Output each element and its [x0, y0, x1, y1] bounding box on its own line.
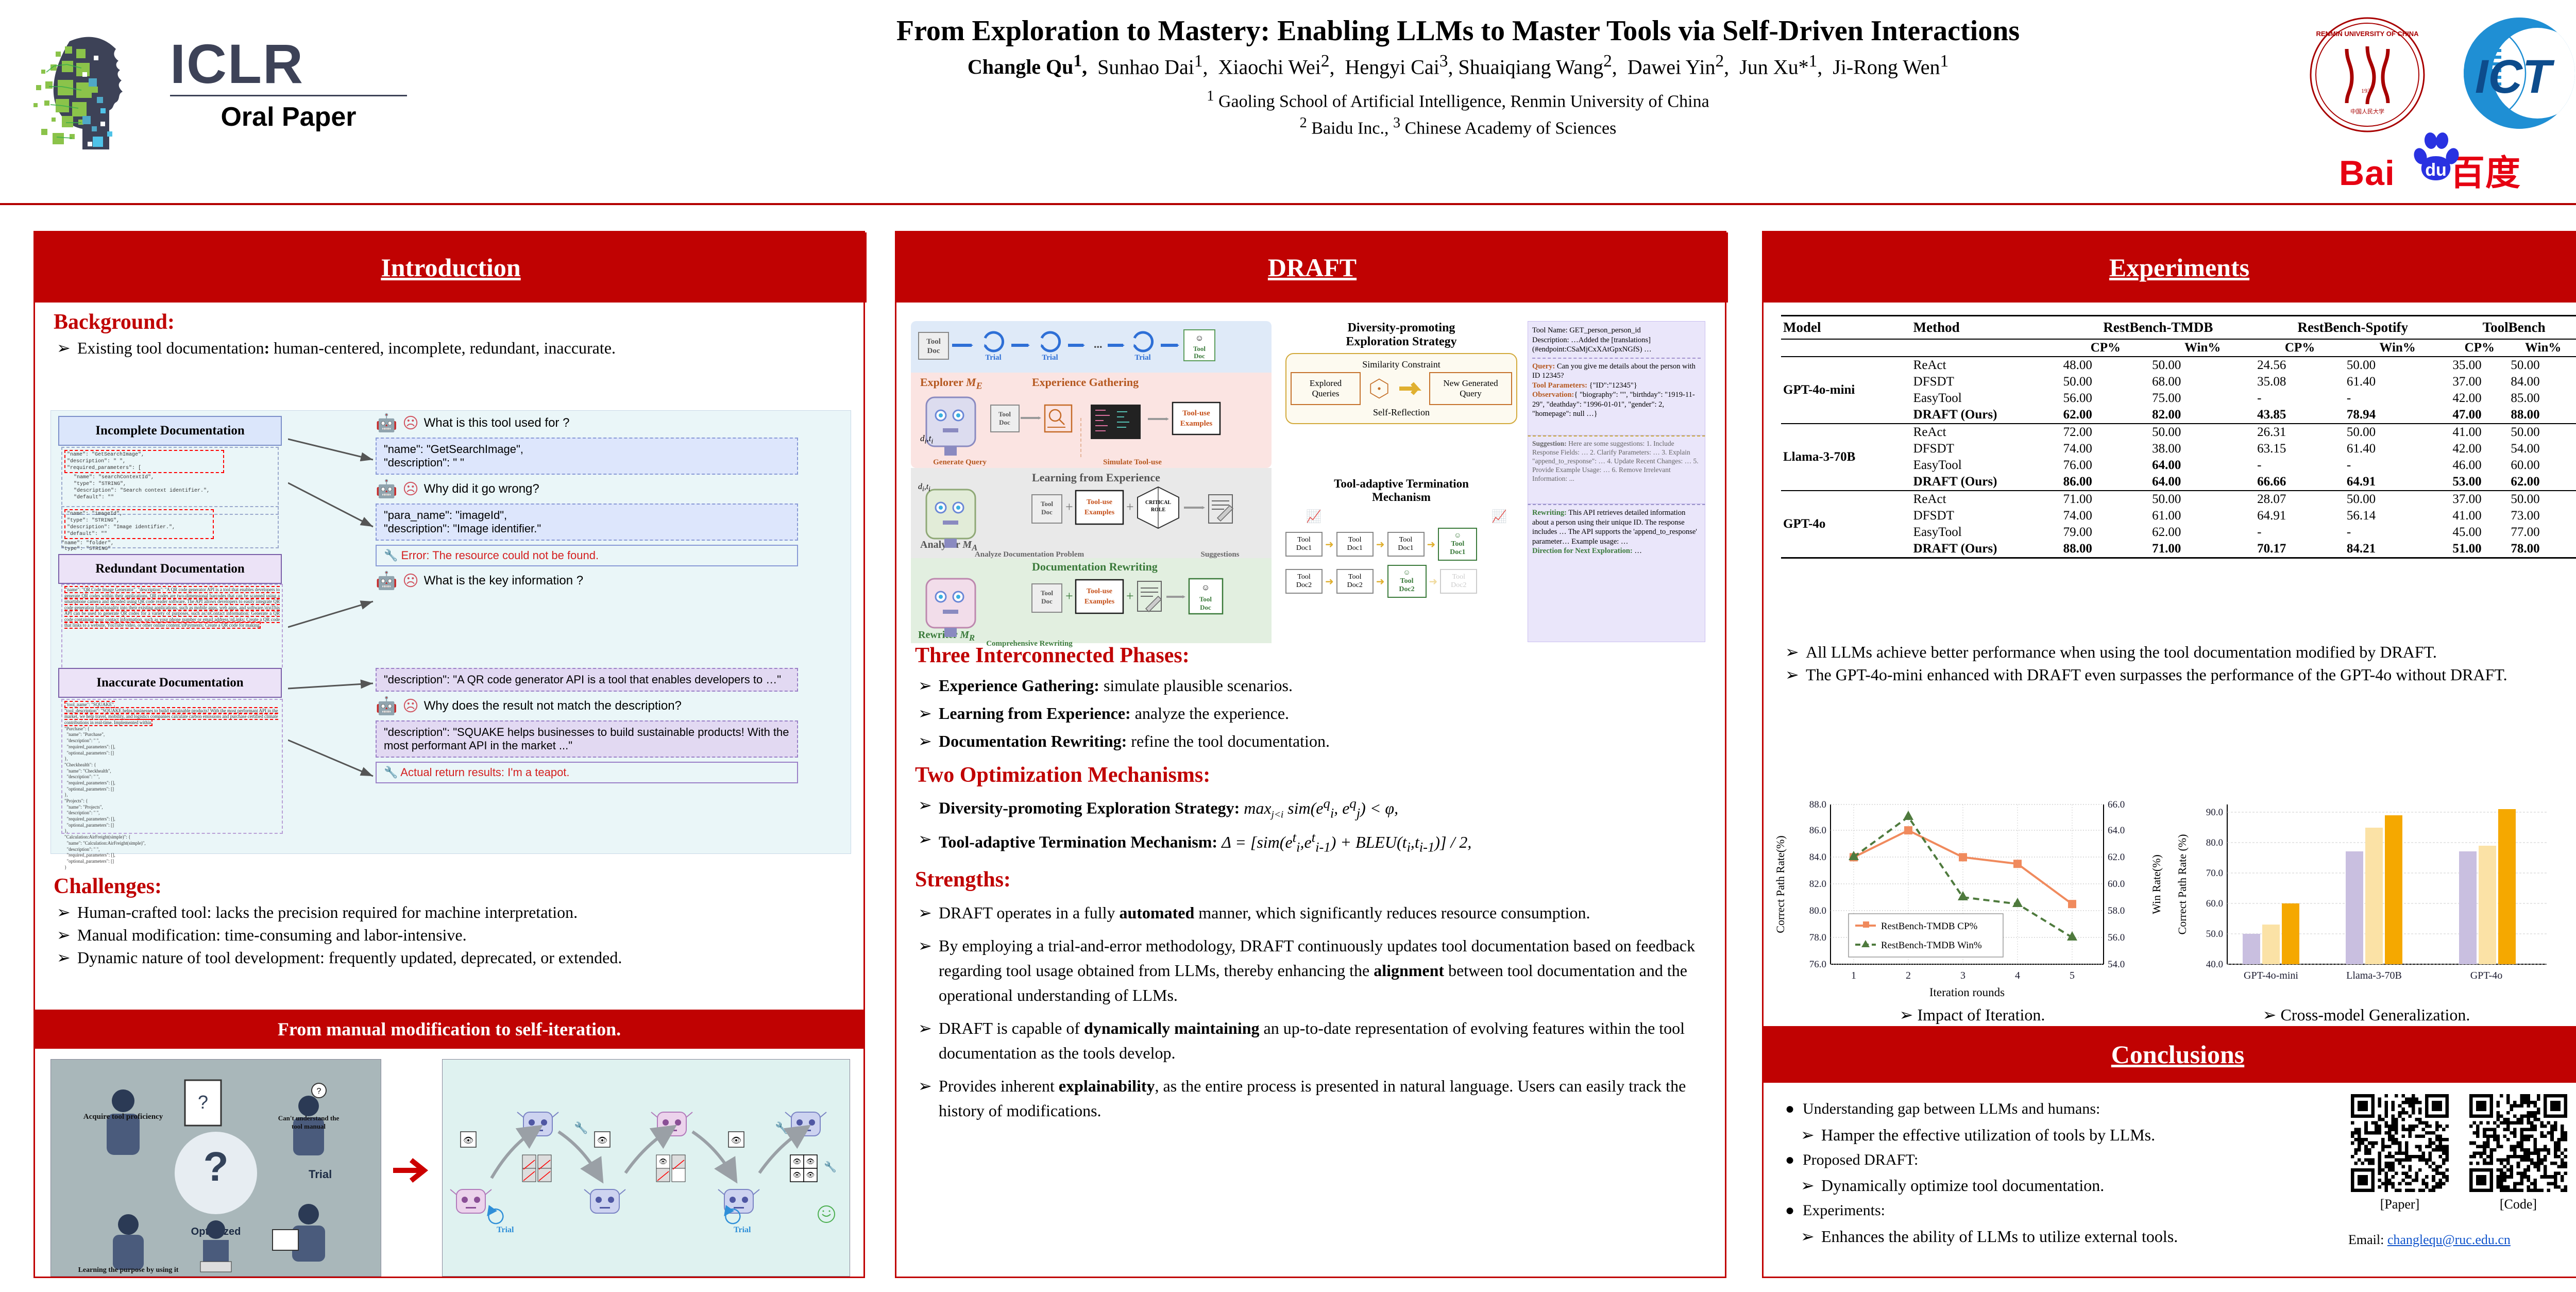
- svg-text:4: 4: [2015, 970, 2020, 981]
- svg-text:Trial: Trial: [1134, 354, 1150, 362]
- svg-text:Trial: Trial: [985, 354, 1001, 362]
- svg-text:70.0: 70.0: [2206, 868, 2223, 879]
- svg-text:+: +: [1126, 499, 1134, 514]
- svg-text:...: ...: [1094, 338, 1103, 350]
- svg-text:Iteration rounds: Iteration rounds: [1929, 986, 2005, 999]
- svg-text:Trial: Trial: [497, 1226, 514, 1234]
- svg-text:👁: 👁: [806, 1171, 815, 1179]
- svg-text:RestBench-TMDB CP%: RestBench-TMDB CP%: [1881, 921, 1978, 932]
- svg-text:Llama-3-70B: Llama-3-70B: [2346, 970, 2402, 981]
- svg-text:+: +: [1065, 499, 1073, 514]
- svg-text:Tool: Tool: [1199, 595, 1212, 603]
- svg-text:👁: 👁: [597, 1136, 607, 1145]
- svg-text:Generate Query: Generate Query: [933, 458, 987, 466]
- svg-text:50.0: 50.0: [2206, 929, 2223, 939]
- svg-text:🔧: 🔧: [824, 1161, 837, 1173]
- svg-text:Tool-use: Tool-use: [1182, 409, 1210, 417]
- svg-text:Doc: Doc: [1200, 603, 1211, 611]
- svg-text:54.0: 54.0: [2108, 959, 2125, 970]
- svg-text:Can't understand the: Can't understand the: [278, 1114, 340, 1122]
- svg-text:56.0: 56.0: [2108, 932, 2125, 943]
- svg-text:👁: 👁: [463, 1136, 473, 1145]
- svg-text:🔧: 🔧: [775, 1121, 789, 1134]
- svg-text:Trial: Trial: [734, 1226, 751, 1234]
- svg-text:CRITICAL: CRITICAL: [1145, 500, 1171, 506]
- svg-text:Examples: Examples: [1180, 420, 1213, 428]
- svg-text:1: 1: [1851, 970, 1856, 981]
- svg-text:中国人民大学: 中国人民大学: [2350, 108, 2384, 115]
- svg-text:Simulate Tool-use: Simulate Tool-use: [1103, 458, 1162, 466]
- svg-text:Examples: Examples: [1084, 509, 1115, 516]
- svg-text:Tool: Tool: [1041, 500, 1053, 508]
- svg-text:GPT-4o: GPT-4o: [2470, 970, 2503, 981]
- svg-text:80.0: 80.0: [2206, 837, 2223, 848]
- svg-text:👁: 👁: [659, 1157, 668, 1165]
- svg-text:Analyze Documentation Problem: Analyze Documentation Problem: [975, 550, 1084, 559]
- svg-text:du: du: [2425, 160, 2447, 180]
- svg-text:64.0: 64.0: [2108, 825, 2125, 836]
- svg-text:Tool: Tool: [1041, 589, 1053, 597]
- svg-text:☺: ☺: [1195, 334, 1204, 343]
- svg-text:Tool-use: Tool-use: [1087, 588, 1112, 595]
- svg-text:?: ?: [204, 1144, 229, 1189]
- svg-text:Trial: Trial: [309, 1168, 332, 1181]
- svg-text:Doc: Doc: [1194, 352, 1205, 360]
- svg-text:Trial: Trial: [1042, 354, 1058, 362]
- svg-text:ROLE: ROLE: [1151, 507, 1166, 513]
- svg-text:60.0: 60.0: [2206, 898, 2223, 909]
- svg-text:tool manual: tool manual: [292, 1122, 326, 1130]
- svg-text:76.0: 76.0: [1809, 959, 1826, 970]
- svg-text:40.0: 40.0: [2206, 959, 2223, 970]
- svg-text:Examples: Examples: [1084, 598, 1115, 606]
- svg-text:RestBench-TMDB Win%: RestBench-TMDB Win%: [1881, 940, 1982, 951]
- svg-text:👁: 👁: [731, 1136, 741, 1145]
- svg-text:86.0: 86.0: [1809, 825, 1826, 836]
- svg-text:📈: 📈: [1306, 509, 1321, 524]
- svg-text:ICT: ICT: [2475, 51, 2555, 103]
- svg-text:60.0: 60.0: [2108, 879, 2125, 890]
- svg-text:58.0: 58.0: [2108, 905, 2125, 916]
- svg-text:👁: 👁: [793, 1171, 802, 1179]
- svg-text:Acquire tool proficiency: Acquire tool proficiency: [83, 1113, 163, 1121]
- svg-text:Tool-use: Tool-use: [1087, 498, 1112, 506]
- svg-text:📈: 📈: [1492, 509, 1507, 524]
- svg-text:3: 3: [1960, 970, 1965, 981]
- svg-text:2: 2: [1906, 970, 1911, 981]
- svg-text:Learning the purpose by using: Learning the purpose by using it: [78, 1266, 179, 1274]
- svg-text:5: 5: [2070, 970, 2075, 981]
- svg-text:Doc: Doc: [927, 347, 940, 355]
- svg-text:👁: 👁: [806, 1157, 815, 1165]
- svg-text:90.0: 90.0: [2206, 807, 2223, 818]
- svg-text:Tool: Tool: [998, 410, 1011, 418]
- svg-text:+: +: [1126, 589, 1134, 603]
- svg-text:84.0: 84.0: [1809, 852, 1826, 863]
- svg-text:Doc: Doc: [1041, 597, 1053, 605]
- svg-text:Doc: Doc: [1041, 508, 1053, 516]
- svg-text:Suggestions: Suggestions: [1200, 550, 1239, 559]
- svg-text:62.0: 62.0: [2108, 852, 2125, 863]
- svg-text:?: ?: [317, 1087, 321, 1096]
- svg-text:Win Rate(%): Win Rate(%): [2150, 854, 2163, 914]
- svg-text:Doc: Doc: [999, 418, 1010, 426]
- svg-text:?: ?: [198, 1092, 208, 1113]
- svg-text:Tool: Tool: [926, 338, 941, 346]
- svg-text:78.0: 78.0: [1809, 932, 1826, 943]
- svg-text:GPT-4o-mini: GPT-4o-mini: [2244, 970, 2298, 981]
- svg-text:88.0: 88.0: [1809, 799, 1826, 810]
- svg-text:Correct Path Rate (%): Correct Path Rate (%): [2176, 834, 2189, 935]
- svg-text:👁: 👁: [793, 1157, 802, 1165]
- svg-text:🔧: 🔧: [574, 1121, 588, 1134]
- svg-text:☺: ☺: [1201, 583, 1210, 592]
- svg-text:66.0: 66.0: [2108, 799, 2125, 810]
- svg-text:80.0: 80.0: [1809, 905, 1826, 916]
- svg-text:Correct Path Rate(%): Correct Path Rate(%): [1774, 835, 1787, 933]
- svg-text:RENMIN UNIVERSITY OF CHINA: RENMIN UNIVERSITY OF CHINA: [2316, 30, 2419, 38]
- svg-text:+: +: [1065, 589, 1073, 603]
- svg-text:82.0: 82.0: [1809, 879, 1826, 890]
- svg-text:Tool: Tool: [1193, 345, 1206, 353]
- svg-text:1937: 1937: [2361, 87, 2374, 94]
